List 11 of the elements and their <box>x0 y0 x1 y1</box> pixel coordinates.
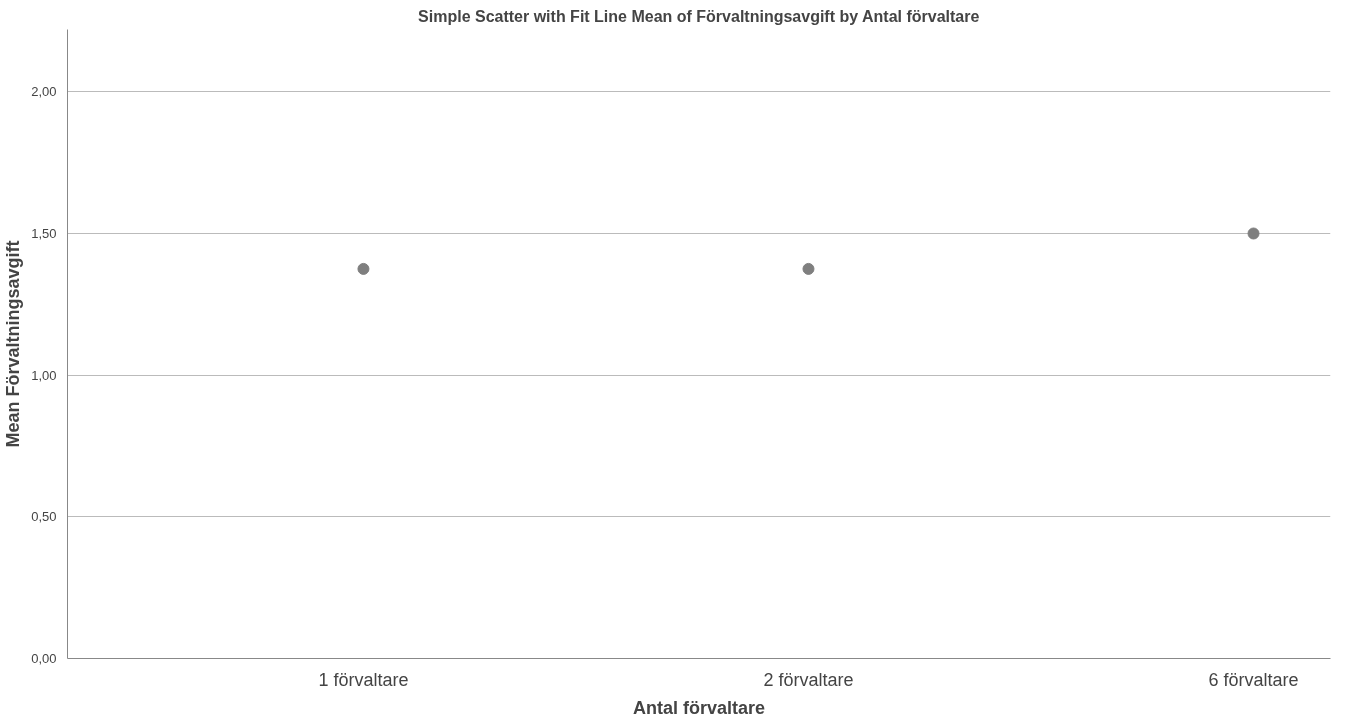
y-tick-label: 1,50 <box>31 226 57 241</box>
x-tick-label: 2 förvaltare <box>763 669 854 690</box>
y-tick-label: 0,50 <box>31 509 57 525</box>
chart-title: Simple Scatter with Fit Line Mean of Förvaltningsavgift by Antal förvaltare <box>418 7 980 25</box>
x-tick-label: 6 förvaltare <box>1208 669 1299 690</box>
x-tick-label: 1 förvaltare <box>318 669 409 690</box>
y-tick-label: 0,00 <box>31 651 57 666</box>
y-axis-title: Mean Förvaltningsavgift <box>3 240 24 448</box>
y-tick-label: 2,00 <box>31 84 57 100</box>
x-axis-title: Antal förvaltare <box>632 697 766 718</box>
y-tick-label: 1,00 <box>31 367 57 383</box>
